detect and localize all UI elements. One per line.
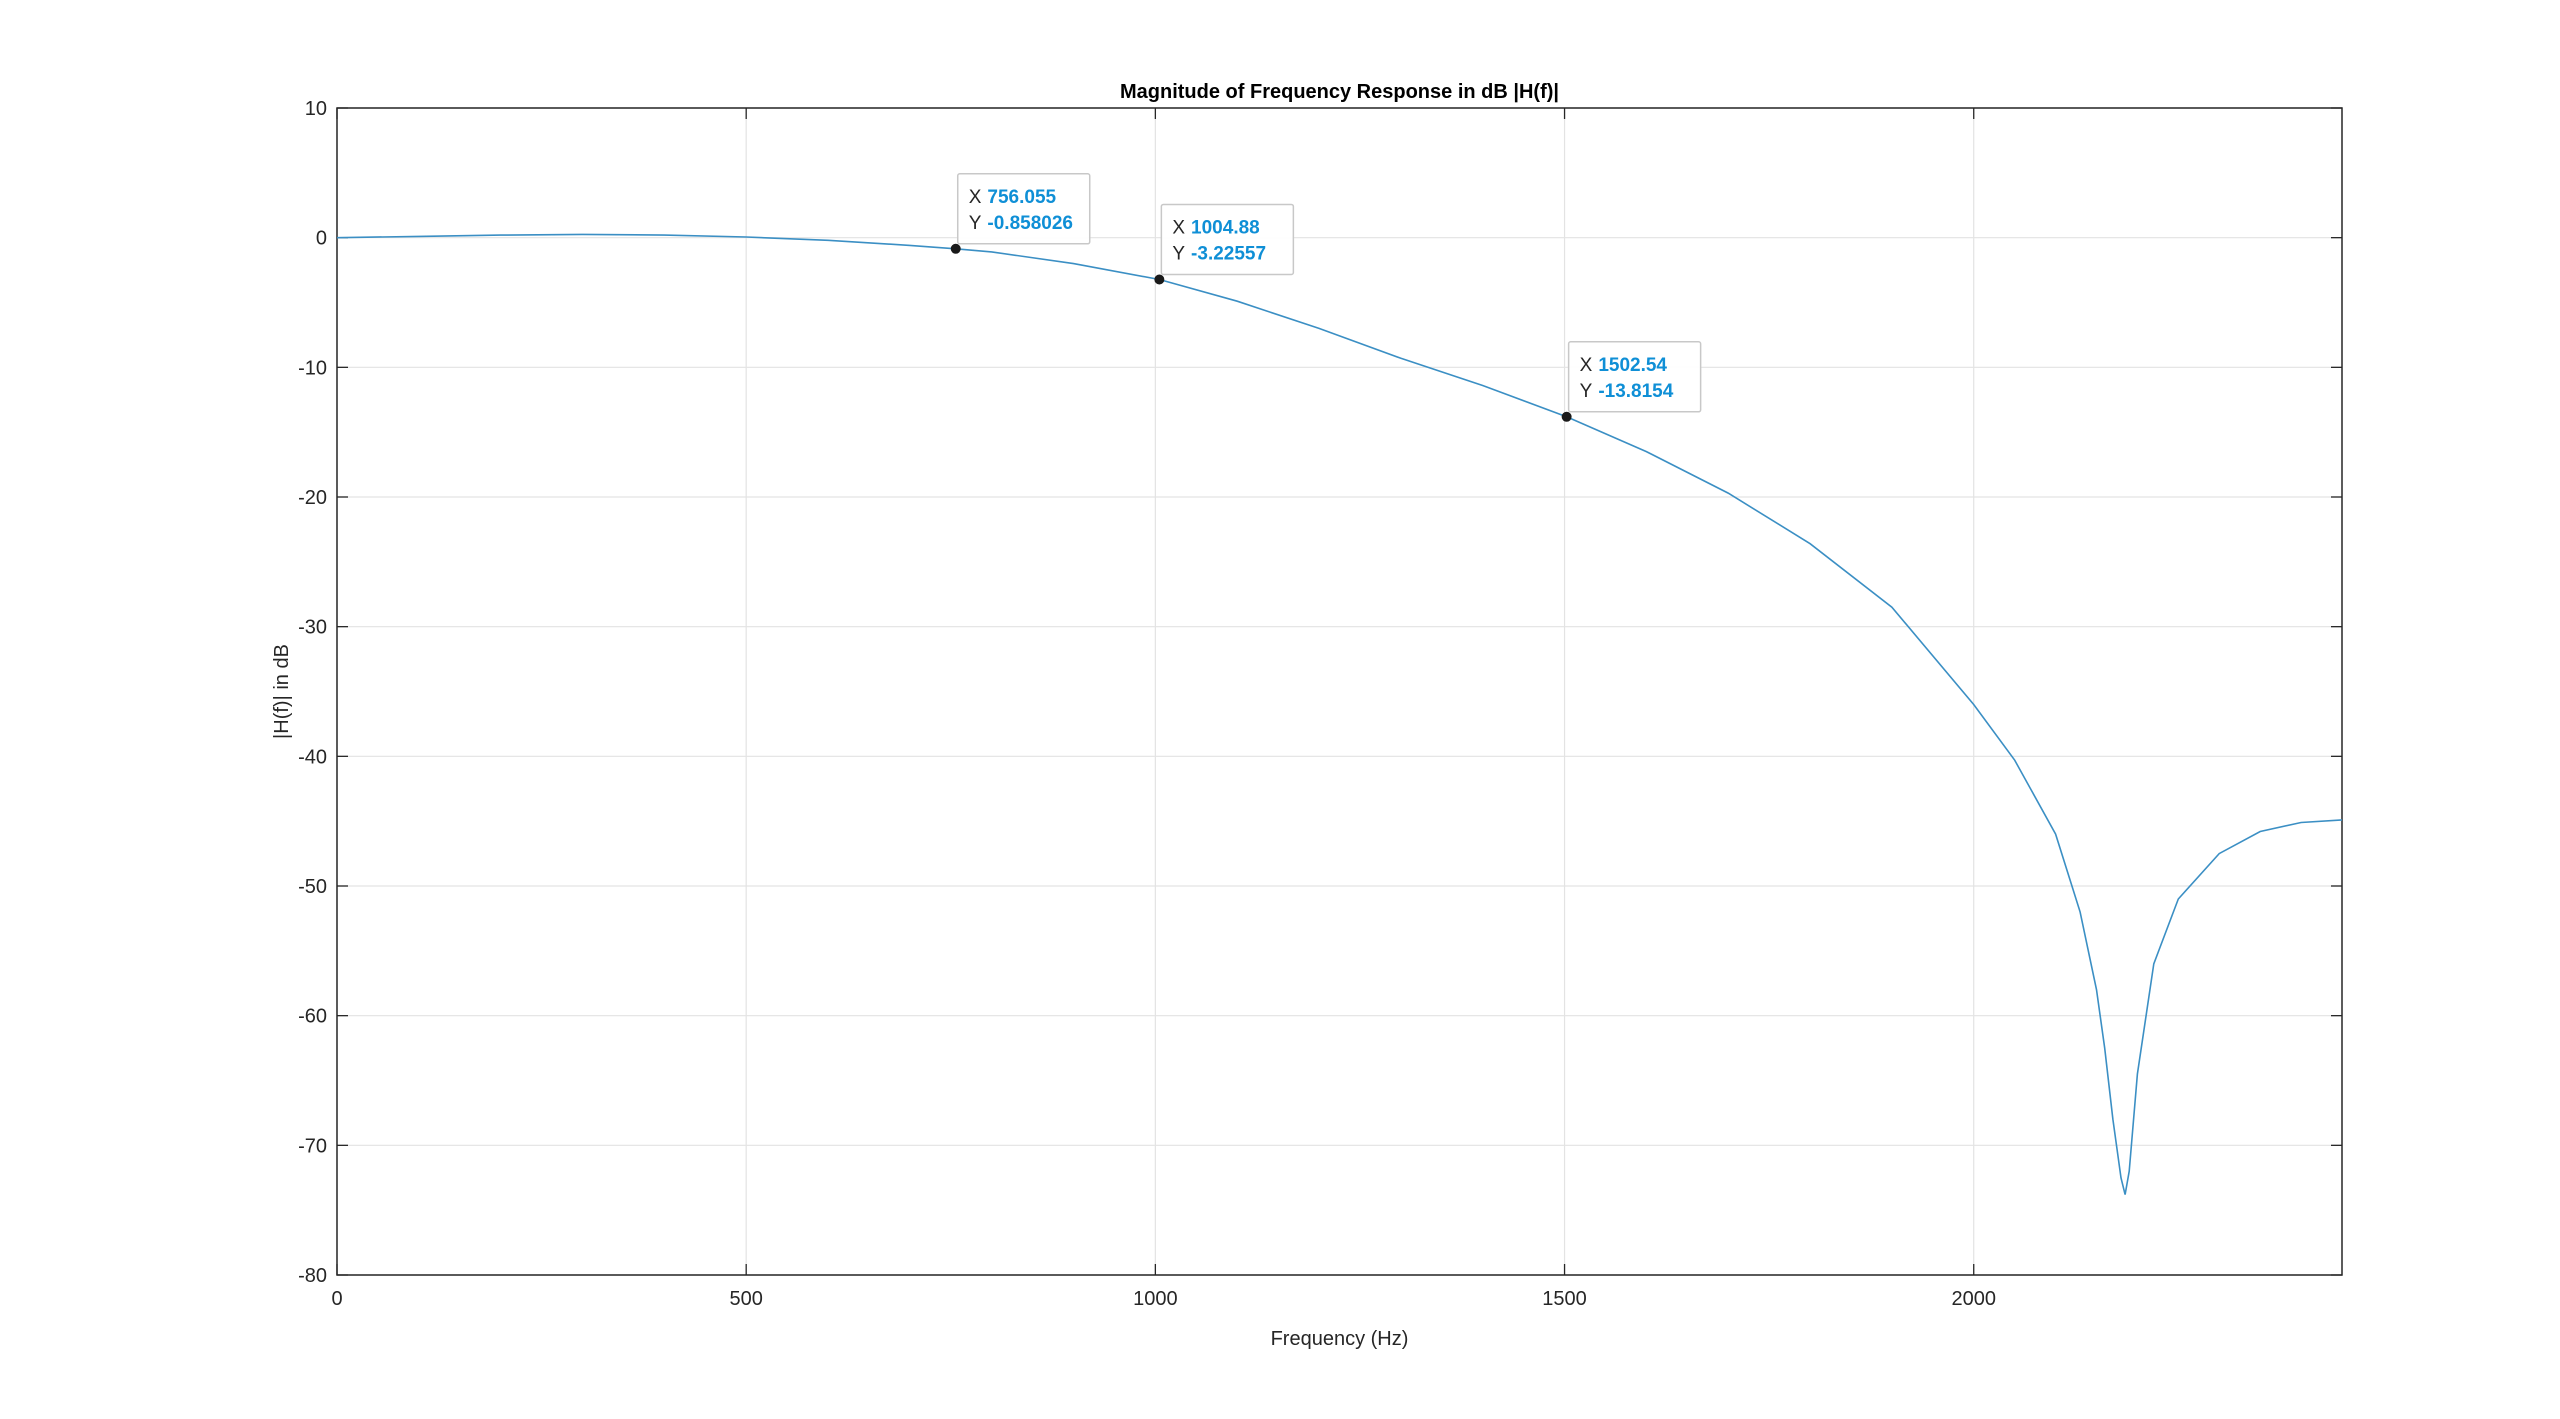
x-tick-labels: 0 500 1000 1500 2000 (331, 1288, 1996, 1310)
datatip[interactable]: X 1502.54Y -13.8154 (1561, 341, 1702, 422)
datatip-y-label: Y (1580, 381, 1593, 402)
x-tick-label: 1000 (1133, 1288, 1178, 1310)
datatip-box (1567, 341, 1702, 413)
x-tick-label: 1500 (1542, 1288, 1587, 1310)
datatip-x-label: X (969, 187, 982, 208)
y-tick-label: -10 (298, 357, 327, 379)
datatip-x-text: X 1004.88 (1172, 217, 1259, 238)
datatip-y-text: Y -3.22557 (1172, 243, 1266, 264)
x-tick-label: 2000 (1951, 1288, 1996, 1310)
datatip-y-value: -3.22557 (1191, 243, 1266, 264)
chart-title: Magnitude of Frequency Response in dB |H… (1120, 81, 1559, 103)
x-tick-label: 0 (331, 1288, 342, 1310)
y-tick-labels: 10 0 -10 -20 -30 -40 -50 -60 -70 -80 (298, 98, 327, 1287)
datatip-marker[interactable] (1154, 274, 1165, 285)
y-tick-label: 10 (305, 98, 327, 120)
datatip[interactable]: X 1004.88 Y -3.22557 (1154, 203, 1295, 285)
x-tick-label: 500 (729, 1288, 762, 1310)
datatip-y-value: -13.8154 (1598, 381, 1673, 402)
series-line (336, 233, 2343, 1195)
y-tick-label: -40 (298, 746, 327, 768)
datatip-x-label: X (1172, 217, 1185, 238)
datatip-y-text: Y -0.858026 (969, 213, 1073, 234)
y-tick-label: -50 (298, 876, 327, 898)
y-tick-label: -30 (298, 617, 327, 639)
y-tick-label: -20 (298, 487, 327, 509)
y-tick-label: -70 (298, 1135, 327, 1157)
datatip-x-value: 1004.88 (1191, 217, 1260, 238)
y-tick-label: -80 (298, 1265, 327, 1287)
datatip-x-label: X (1580, 355, 1593, 376)
datatip-x-value: 756.055 (987, 187, 1056, 208)
axes-box (336, 107, 2343, 1276)
datatip-box (956, 173, 1091, 245)
datatip-y-label: Y (969, 213, 982, 234)
datatip-y-value: -0.858026 (987, 213, 1073, 234)
grid-lines (336, 107, 2342, 1276)
x-axis-label: Frequency (Hz) (1271, 1328, 1409, 1350)
datatip-box (1160, 203, 1295, 276)
datatip-x-value: 1502.54 (1598, 355, 1667, 376)
datatip-y-label: Y (1172, 243, 1185, 264)
datatip-y-text: Y -13.8154 (1580, 381, 1674, 402)
tick-marks (336, 107, 2342, 1276)
y-axis-label: |H(f)| in dB (271, 644, 293, 739)
datatip-x-text: X 756.055 (969, 187, 1057, 208)
datatip-marker[interactable] (1561, 411, 1572, 422)
datatip-x-text: X 1502.54 (1580, 355, 1668, 376)
datatip-marker[interactable] (950, 243, 961, 254)
y-tick-label: -60 (298, 1006, 327, 1028)
y-tick-label: 0 (316, 228, 327, 250)
